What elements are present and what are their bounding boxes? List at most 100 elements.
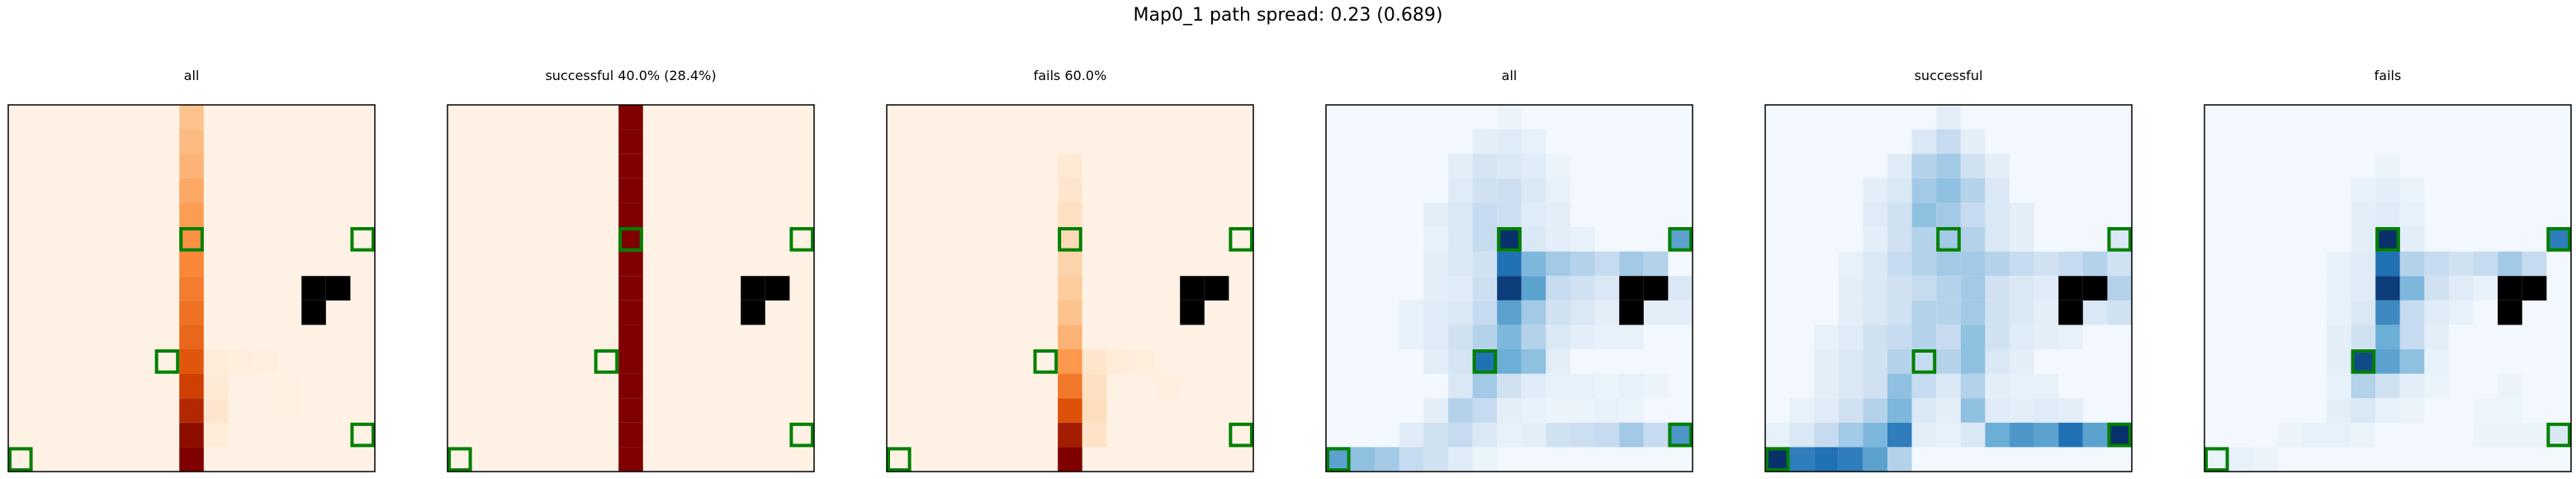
heatmap-cell	[1472, 276, 1498, 301]
heatmap-cell	[1838, 276, 1863, 301]
heatmap-cell	[1985, 300, 2010, 325]
heatmap-cell	[1863, 202, 1887, 227]
heatmap-cell	[1668, 300, 1693, 325]
goal-marker	[1668, 227, 1693, 252]
heatmap-cell	[1936, 373, 1961, 399]
heatmap-cell	[1448, 325, 1473, 349]
heatmap-cell	[179, 178, 204, 203]
heatmap-cell	[1887, 447, 1912, 472]
heatmap-cell	[179, 276, 204, 301]
heatmap-cell	[2399, 227, 2425, 252]
heatmap-cell	[1497, 105, 1522, 130]
heatmap-cell	[1082, 373, 1107, 399]
heatmap-cell	[1521, 178, 1546, 203]
heatmap-cell	[2327, 300, 2351, 325]
heatmap-cell	[1570, 276, 1595, 301]
heatmap-cell	[1887, 300, 1912, 325]
heatmap-cell	[2449, 276, 2474, 301]
heatmap-cell	[1838, 398, 1863, 423]
obstacle-cell	[2058, 300, 2083, 325]
heatmap-cell	[1594, 300, 1620, 325]
heatmap-cell	[1058, 325, 1082, 349]
heatmap-cell	[618, 422, 643, 448]
panel-title-5: successful	[1914, 68, 1983, 83]
heatmap-cell	[1521, 276, 1546, 301]
heatmap-cell	[2498, 398, 2522, 423]
heatmap-cell	[1570, 398, 1595, 423]
goal-marker	[1668, 422, 1693, 448]
goal-marker	[1326, 447, 1351, 472]
heatmap-cell	[1082, 398, 1107, 423]
goal-marker	[887, 447, 912, 472]
heatmap-cell	[1668, 227, 1693, 252]
heatmap-cell	[1911, 227, 1937, 252]
heatmap-cell	[1448, 422, 1473, 448]
heatmap-cell	[2010, 202, 2034, 227]
heatmap-cell	[2351, 349, 2376, 374]
heatmap-cell	[1423, 202, 1448, 227]
heatmap-cell	[1863, 251, 1887, 277]
heatmap-cell	[2522, 422, 2547, 448]
heatmap-cell	[2424, 373, 2449, 399]
heatmap-cell	[1497, 154, 1522, 178]
heatmap-cell	[2375, 300, 2400, 325]
heatmap-cell	[1863, 349, 1887, 374]
heatmap-cell	[1472, 373, 1498, 399]
obstacle-cell	[1204, 276, 1229, 301]
obstacle-cell	[765, 276, 790, 301]
heatmap-cell	[1058, 373, 1082, 399]
heatmap-cell	[2082, 251, 2108, 277]
heatmap-cell	[1546, 300, 1570, 325]
heatmap-cell	[2375, 227, 2400, 252]
heatmap-cell	[618, 178, 643, 203]
heatmap-cell	[1399, 300, 1424, 325]
obstacle-cell	[741, 300, 765, 325]
heatmap-cell	[1472, 422, 1498, 448]
heatmap-cell	[2351, 398, 2376, 423]
heatmap-cell	[203, 373, 229, 399]
heatmap-cell	[2034, 276, 2059, 301]
heatmap-cell	[1911, 325, 1937, 349]
heatmap-cell	[618, 276, 643, 301]
heatmap-cell	[2399, 349, 2425, 374]
panel-title-1: all	[183, 68, 200, 83]
heatmap-cell	[1960, 251, 1986, 277]
heatmap-cell	[2010, 325, 2034, 349]
heatmap-cell	[1570, 422, 1595, 448]
heatmap-cell	[1570, 373, 1595, 399]
heatmap-cell	[2058, 398, 2083, 423]
heatmap-cell	[1985, 349, 2010, 374]
heatmap-cell	[1789, 422, 1815, 448]
heatmap-cell	[1960, 300, 1986, 325]
heatmap-cell	[618, 227, 643, 252]
obstacle-cell	[2498, 276, 2522, 301]
goal-marker	[154, 349, 180, 374]
goal-marker	[2351, 349, 2376, 374]
heatmap-cell	[1960, 349, 1986, 374]
heatmap-cell	[1936, 325, 1961, 349]
axes-frame	[1325, 104, 1693, 472]
heatmap-cell	[1448, 349, 1473, 374]
heatmap-cell	[618, 251, 643, 277]
heatmap-cell	[253, 349, 277, 374]
heatmap-cell	[2010, 276, 2034, 301]
heatmap-cell	[1814, 422, 1839, 448]
heatmap-cell	[2399, 398, 2425, 423]
heatmap-cell	[2034, 422, 2059, 448]
heatmap-cell	[2034, 398, 2059, 423]
heatmap-cell	[1814, 447, 1839, 472]
heatmap-cell	[618, 300, 643, 325]
heatmap-cell	[1399, 447, 1424, 472]
heatmap-cell	[1911, 154, 1937, 178]
heatmap-cell	[2082, 422, 2108, 448]
heatmap-cell	[2010, 251, 2034, 277]
heatmap-cell	[1423, 447, 1448, 472]
heatmap-cell	[1399, 422, 1424, 448]
heatmap-cell	[2034, 300, 2059, 325]
heatmap-cell	[1936, 154, 1961, 178]
heatmap-cell	[1619, 422, 1644, 448]
heatmap-cell	[1423, 422, 1448, 448]
obstacle-cell	[1180, 300, 1205, 325]
heatmap-cell	[1936, 398, 1961, 423]
heatmap-cell	[1887, 349, 1912, 374]
